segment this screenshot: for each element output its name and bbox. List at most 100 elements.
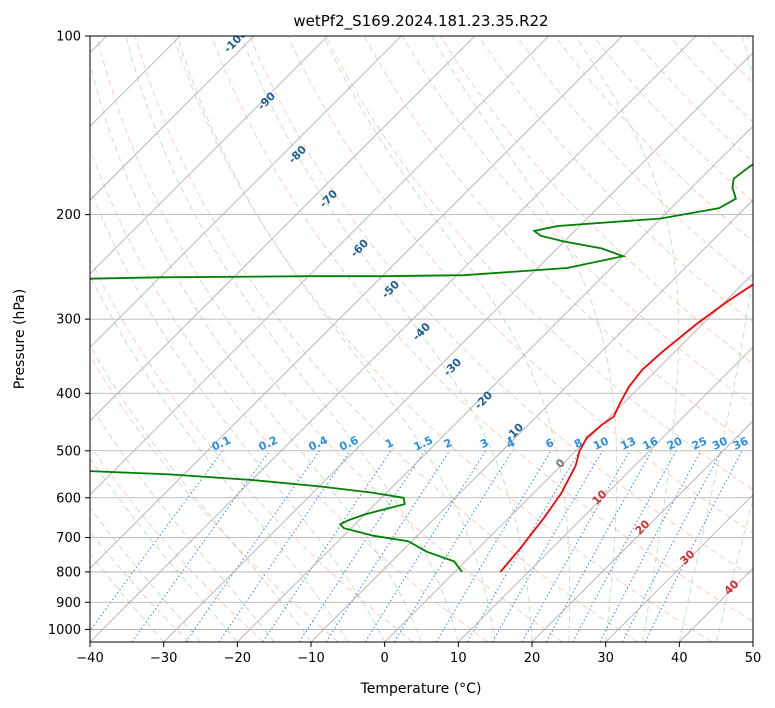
isotherm-line	[752, 641, 753, 642]
mixing-ratio-label: 20	[665, 434, 685, 452]
mixing-ratio-label: 30	[710, 434, 730, 452]
isotherm-line	[163, 52, 753, 642]
grid-lines	[90, 36, 753, 642]
dry-adiabat-line	[90, 444, 264, 642]
moist-adiabat-line	[90, 274, 349, 642]
mixing-ratio-label: 10	[591, 434, 611, 452]
x-tick-label: 30	[597, 651, 614, 666]
moist-adiabat-line	[90, 457, 238, 642]
moist-adiabat-line	[90, 187, 386, 642]
y-tick-label: 400	[56, 387, 81, 402]
mixing-ratio-line	[131, 450, 271, 642]
chart-title: wetPf2_S169.2024.181.23.35.R22	[293, 12, 548, 31]
moist-adiabat-line	[240, 36, 533, 642]
dry-adiabat-line	[745, 36, 753, 45]
dry-adiabat-line	[90, 257, 414, 642]
dry-adiabat-line	[478, 36, 753, 324]
x-tick-label: −30	[150, 651, 177, 666]
mixing-ratio-label: 2	[442, 436, 454, 451]
moist-adiabat-line	[575, 36, 680, 642]
moist-adiabat-line	[715, 498, 753, 642]
profile-series	[90, 163, 753, 573]
dry-adiabat-label: -30	[441, 355, 464, 378]
x-tick-label: −40	[76, 651, 103, 666]
isotherm-line	[384, 273, 753, 642]
dry-adiabat-line	[554, 36, 753, 243]
mixing-ratio-line	[467, 450, 581, 642]
dry-adiabat-line	[211, 36, 753, 623]
adiabat-label: 30	[678, 547, 698, 567]
mixing-ratio-line	[262, 450, 392, 642]
moist-adiabat-line	[90, 506, 201, 642]
mixing-ratio-line	[644, 450, 743, 642]
x-tick-label: 20	[524, 651, 541, 666]
x-tick-label: −10	[297, 651, 324, 666]
isotherm-line	[90, 36, 328, 275]
y-tick-label: 500	[56, 444, 81, 459]
mixing-ratio-line	[521, 450, 631, 642]
dry-adiabat-line	[172, 36, 712, 642]
moist-adiabat-line	[125, 36, 459, 642]
y-tick-label: 100	[56, 30, 81, 45]
dry-adiabat-line	[707, 36, 753, 84]
moist-adiabat-line	[90, 344, 312, 642]
temperature-profile-line	[499, 283, 753, 573]
y-axis-label: Pressure (hPa)	[12, 289, 28, 389]
y-tick-label: 800	[56, 565, 81, 580]
dry-adiabat-line	[325, 36, 753, 491]
dry-adiabat-label: -20	[472, 388, 495, 411]
mixing-ratio-label: 36	[731, 434, 751, 452]
isotherm-line	[90, 36, 476, 422]
adiabat-label: 20	[633, 517, 653, 537]
mixing-ratio-line	[599, 450, 702, 642]
moist-adiabat-line	[90, 553, 165, 642]
isotherm-line	[90, 36, 697, 642]
mixing-ratio-label: 6	[544, 436, 557, 451]
dry-adiabat-line	[134, 36, 638, 642]
adiabat-label: 40	[722, 577, 742, 597]
dewpoint-profile-line	[90, 163, 753, 573]
moist-adiabat-line	[176, 36, 496, 642]
y-axis-ticks: 100 200 300 400 500 600 700 800 900 1000	[48, 30, 90, 638]
dry-adiabat-label: -40	[410, 320, 433, 343]
dry-adiabat-line	[249, 36, 753, 578]
moist-adiabat-line	[90, 61, 422, 642]
y-tick-label: 700	[56, 531, 81, 546]
y-tick-label: 1000	[48, 623, 81, 638]
background-lines	[90, 36, 753, 642]
isotherm-line	[310, 199, 753, 642]
x-axis-ticks: −40 −30 −20 −10 0 10 20 30 40 50	[76, 642, 761, 666]
y-tick-label: 900	[56, 596, 81, 611]
x-tick-label: −20	[224, 651, 251, 666]
isotherm-line	[90, 36, 623, 569]
adiabat-label: 10	[590, 487, 610, 507]
plot-frame	[89, 35, 754, 643]
dry-adiabat-line	[96, 36, 563, 642]
dry-adiabat-line	[440, 36, 753, 365]
y-tick-label: 300	[56, 313, 81, 328]
adiabat-label: 0	[553, 456, 568, 471]
mixing-ratio-line	[572, 450, 677, 642]
moist-adiabat-line	[323, 36, 571, 642]
mixing-ratio-label: 13	[619, 435, 638, 453]
isotherm-line	[90, 36, 402, 348]
mixing-ratio-line	[545, 450, 653, 642]
mixing-ratio-line	[185, 450, 321, 642]
mixing-ratio-label: 25	[690, 435, 709, 453]
isotherm-line	[90, 36, 549, 496]
dry-adiabat-label: -100	[221, 27, 250, 56]
y-tick-label: 200	[56, 208, 81, 223]
isotherm-line	[679, 567, 753, 642]
y-tick-label: 600	[56, 491, 81, 506]
x-tick-label: 10	[450, 651, 467, 666]
x-tick-label: 50	[745, 651, 762, 666]
isotherm-line	[458, 346, 753, 642]
mixing-ratio-line	[435, 450, 552, 642]
mixing-ratio-line	[218, 450, 351, 642]
x-axis-label: Temperature (°C)	[360, 681, 482, 697]
dry-adiabat-line	[90, 530, 190, 642]
dry-adiabat-line	[287, 36, 753, 534]
moist-adiabat-line	[431, 36, 618, 642]
mixing-ratio-line	[298, 450, 426, 642]
